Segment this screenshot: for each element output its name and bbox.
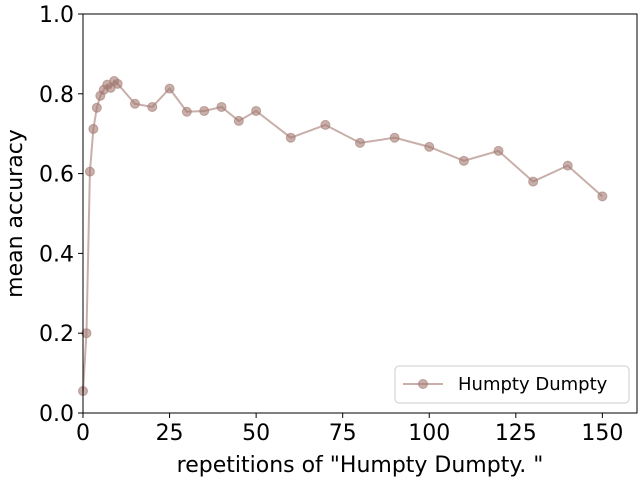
legend: Humpty Dumpty — [394, 365, 630, 404]
data-point — [389, 132, 400, 143]
x-tick-label: 150 — [581, 421, 623, 446]
x-axis-label: repetitions of "Humpty Dumpty. " — [177, 453, 544, 478]
data-point — [355, 137, 365, 148]
legend-marker-swatch — [418, 379, 428, 389]
x-tick-label: 50 — [242, 421, 270, 446]
x-tick-label: 75 — [329, 421, 357, 446]
data-point — [112, 78, 123, 89]
y-axis-label: mean accuracy — [3, 129, 28, 298]
data-point — [493, 145, 504, 156]
x-tick-label: 125 — [495, 421, 537, 446]
data-point — [129, 98, 140, 109]
data-point — [233, 115, 244, 126]
legend-label: Humpty Dumpty — [458, 374, 608, 395]
series-line — [82, 79, 604, 392]
y-tick-label: 0.2 — [39, 322, 74, 347]
data-point — [84, 166, 95, 177]
data-point — [147, 101, 158, 112]
y-axis-ticks: 0.0 0.2 0.4 0.6 0.8 1.0 — [39, 3, 83, 427]
data-point — [91, 102, 102, 113]
data-point — [88, 123, 99, 134]
data-point — [562, 160, 573, 171]
x-tick-label: 0 — [76, 421, 90, 446]
data-point — [458, 155, 469, 166]
plot-frame — [82, 13, 638, 414]
y-tick-label: 0.8 — [39, 83, 74, 108]
x-tick-label: 100 — [408, 421, 450, 446]
y-tick-label: 0.4 — [39, 242, 74, 267]
y-tick-label: 0.0 — [39, 402, 74, 427]
y-tick-label: 0.6 — [39, 163, 74, 188]
legend-box — [394, 365, 630, 404]
data-point — [285, 132, 296, 143]
data-point — [424, 141, 435, 152]
data-point — [251, 105, 262, 116]
data-point — [216, 101, 227, 112]
data-point — [164, 83, 175, 94]
data-point — [181, 106, 192, 117]
data-point — [199, 105, 210, 116]
data-point — [528, 176, 539, 187]
data-point — [597, 191, 608, 202]
data-point — [320, 119, 331, 130]
series-marks — [78, 76, 608, 397]
x-tick-label: 25 — [156, 421, 184, 446]
x-axis-ticks: 0 25 50 75 100 125 150 — [76, 413, 623, 446]
y-tick-label: 1.0 — [39, 3, 74, 28]
